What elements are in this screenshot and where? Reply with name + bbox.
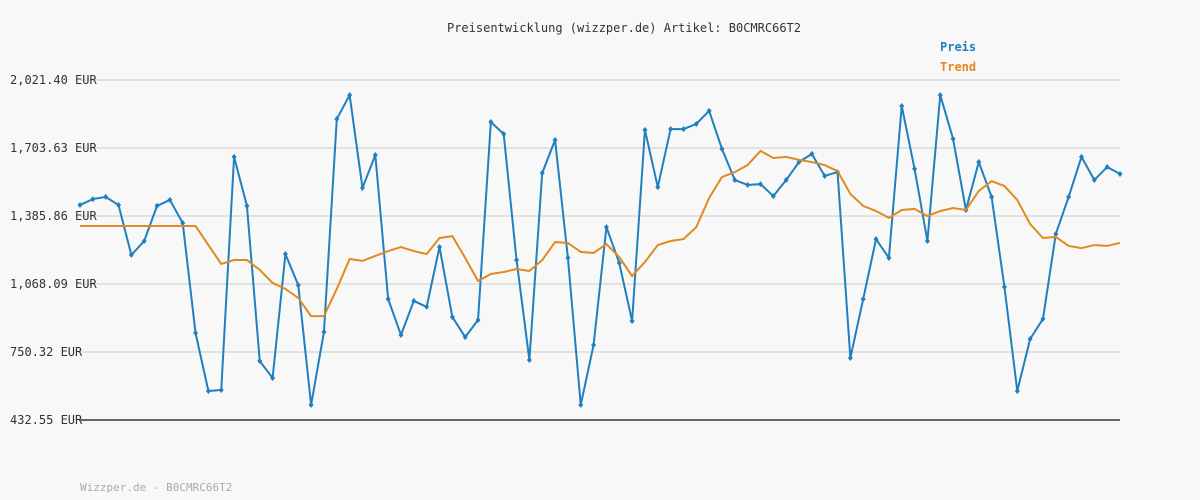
point-marker	[437, 243, 443, 250]
point-marker	[270, 374, 276, 381]
point-marker	[526, 356, 532, 363]
point-marker	[231, 153, 237, 160]
point-marker	[1053, 230, 1059, 237]
point-marker	[950, 135, 956, 142]
point-marker	[347, 92, 353, 99]
point-marker	[398, 331, 404, 338]
point-marker	[321, 328, 327, 335]
point-marker	[809, 150, 815, 157]
point-marker	[745, 181, 751, 188]
y-tick-label: 1,703.63 EUR	[10, 141, 97, 155]
point-marker	[167, 196, 173, 203]
point-marker	[719, 145, 725, 152]
point-marker	[475, 316, 481, 323]
point-marker	[90, 196, 96, 203]
point-marker	[1104, 163, 1110, 170]
point-marker	[462, 334, 468, 341]
y-tick-label: 1,385.86 EUR	[10, 209, 97, 223]
point-marker	[873, 236, 879, 243]
point-marker	[218, 386, 224, 393]
point-marker	[680, 126, 686, 133]
point-marker	[205, 388, 211, 395]
point-marker	[847, 355, 853, 362]
point-marker	[732, 177, 738, 184]
point-marker	[1040, 315, 1046, 322]
point-marker	[616, 260, 622, 267]
legend-label: Trend	[940, 60, 976, 74]
point-marker	[1117, 171, 1123, 178]
point-marker	[77, 202, 83, 209]
point-marker	[937, 92, 943, 99]
series-line	[79, 91, 1121, 406]
point-marker	[449, 313, 455, 320]
point-marker	[244, 202, 250, 209]
point-marker	[1001, 284, 1007, 291]
point-marker	[1078, 153, 1084, 160]
point-marker	[770, 193, 776, 200]
point-marker	[860, 295, 866, 302]
point-marker	[1091, 177, 1097, 184]
point-marker	[912, 165, 918, 172]
point-marker	[822, 172, 828, 179]
point-marker	[757, 181, 763, 188]
point-marker	[116, 202, 122, 209]
point-marker	[655, 184, 661, 191]
point-marker	[488, 119, 494, 126]
series-line	[80, 149, 1121, 318]
point-marker	[603, 224, 609, 231]
point-marker	[539, 169, 545, 176]
point-marker	[591, 342, 597, 349]
legend-label: Preis	[940, 40, 976, 54]
point-marker	[295, 282, 301, 289]
point-marker	[141, 238, 147, 245]
y-tick-label: 750.32 EUR	[10, 345, 83, 359]
point-marker	[668, 126, 674, 133]
point-marker	[334, 116, 340, 123]
point-marker	[629, 318, 635, 325]
point-marker	[1014, 388, 1020, 395]
point-marker	[257, 358, 263, 365]
point-marker	[180, 220, 186, 227]
point-marker	[154, 202, 160, 209]
point-marker	[411, 297, 417, 304]
y-tick-label: 432.55 EUR	[10, 413, 83, 427]
point-marker	[514, 257, 520, 264]
footer: Wizzper.de - B0CMRC66T2	[80, 481, 232, 494]
point-marker	[642, 126, 648, 133]
point-marker	[976, 159, 982, 166]
point-marker	[385, 295, 391, 302]
point-marker	[924, 238, 930, 245]
point-marker	[1066, 193, 1072, 200]
point-marker	[501, 131, 507, 138]
point-marker	[578, 401, 584, 408]
point-marker	[706, 107, 712, 114]
point-marker	[899, 102, 905, 109]
point-marker	[103, 193, 109, 200]
point-marker	[359, 184, 365, 191]
point-marker	[193, 330, 199, 337]
point-marker	[424, 303, 430, 310]
y-tick-label: 1,068.09 EUR	[10, 277, 97, 291]
point-marker	[552, 137, 558, 144]
point-marker	[693, 120, 699, 127]
chart-title: Preisentwicklung (wizzper.de) Artikel: B…	[447, 21, 801, 35]
point-marker	[128, 251, 134, 258]
point-marker	[1027, 336, 1033, 343]
point-marker	[783, 177, 789, 184]
point-marker	[989, 193, 995, 200]
point-marker	[282, 251, 288, 258]
y-tick-label: 2,021.40 EUR	[10, 73, 97, 87]
point-marker	[372, 151, 378, 158]
point-marker	[308, 401, 314, 408]
point-marker	[565, 254, 571, 261]
point-marker	[886, 254, 892, 261]
